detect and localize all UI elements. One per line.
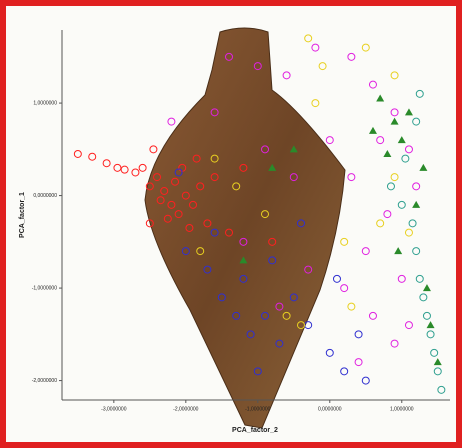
y-tick-label: -1,0000000 xyxy=(32,285,58,291)
x-tick-label: 0,0000000 xyxy=(318,406,342,412)
y-tick-label: -2,0000000 xyxy=(32,378,58,384)
y-tick-label: 0,0000000 xyxy=(33,193,57,199)
x-tick-label: -3,0000000 xyxy=(101,406,127,412)
page: PCA_factor_2 PCA_factor_1 -3,0000000 -2,0… xyxy=(0,0,462,448)
y-axis-label: PCA_factor_1 xyxy=(19,192,26,238)
x-tick-label: 1,0000000 xyxy=(390,406,414,412)
y-tick-label: 1,0000000 xyxy=(33,100,57,106)
x-tick-label: -2,0000000 xyxy=(173,406,199,412)
x-axis-label: PCA_factor_2 xyxy=(232,427,278,434)
x-tick-label: -1,0000000 xyxy=(245,406,271,412)
chart: PCA_factor_2 PCA_factor_1 -3,0000000 -2,0… xyxy=(0,0,462,448)
